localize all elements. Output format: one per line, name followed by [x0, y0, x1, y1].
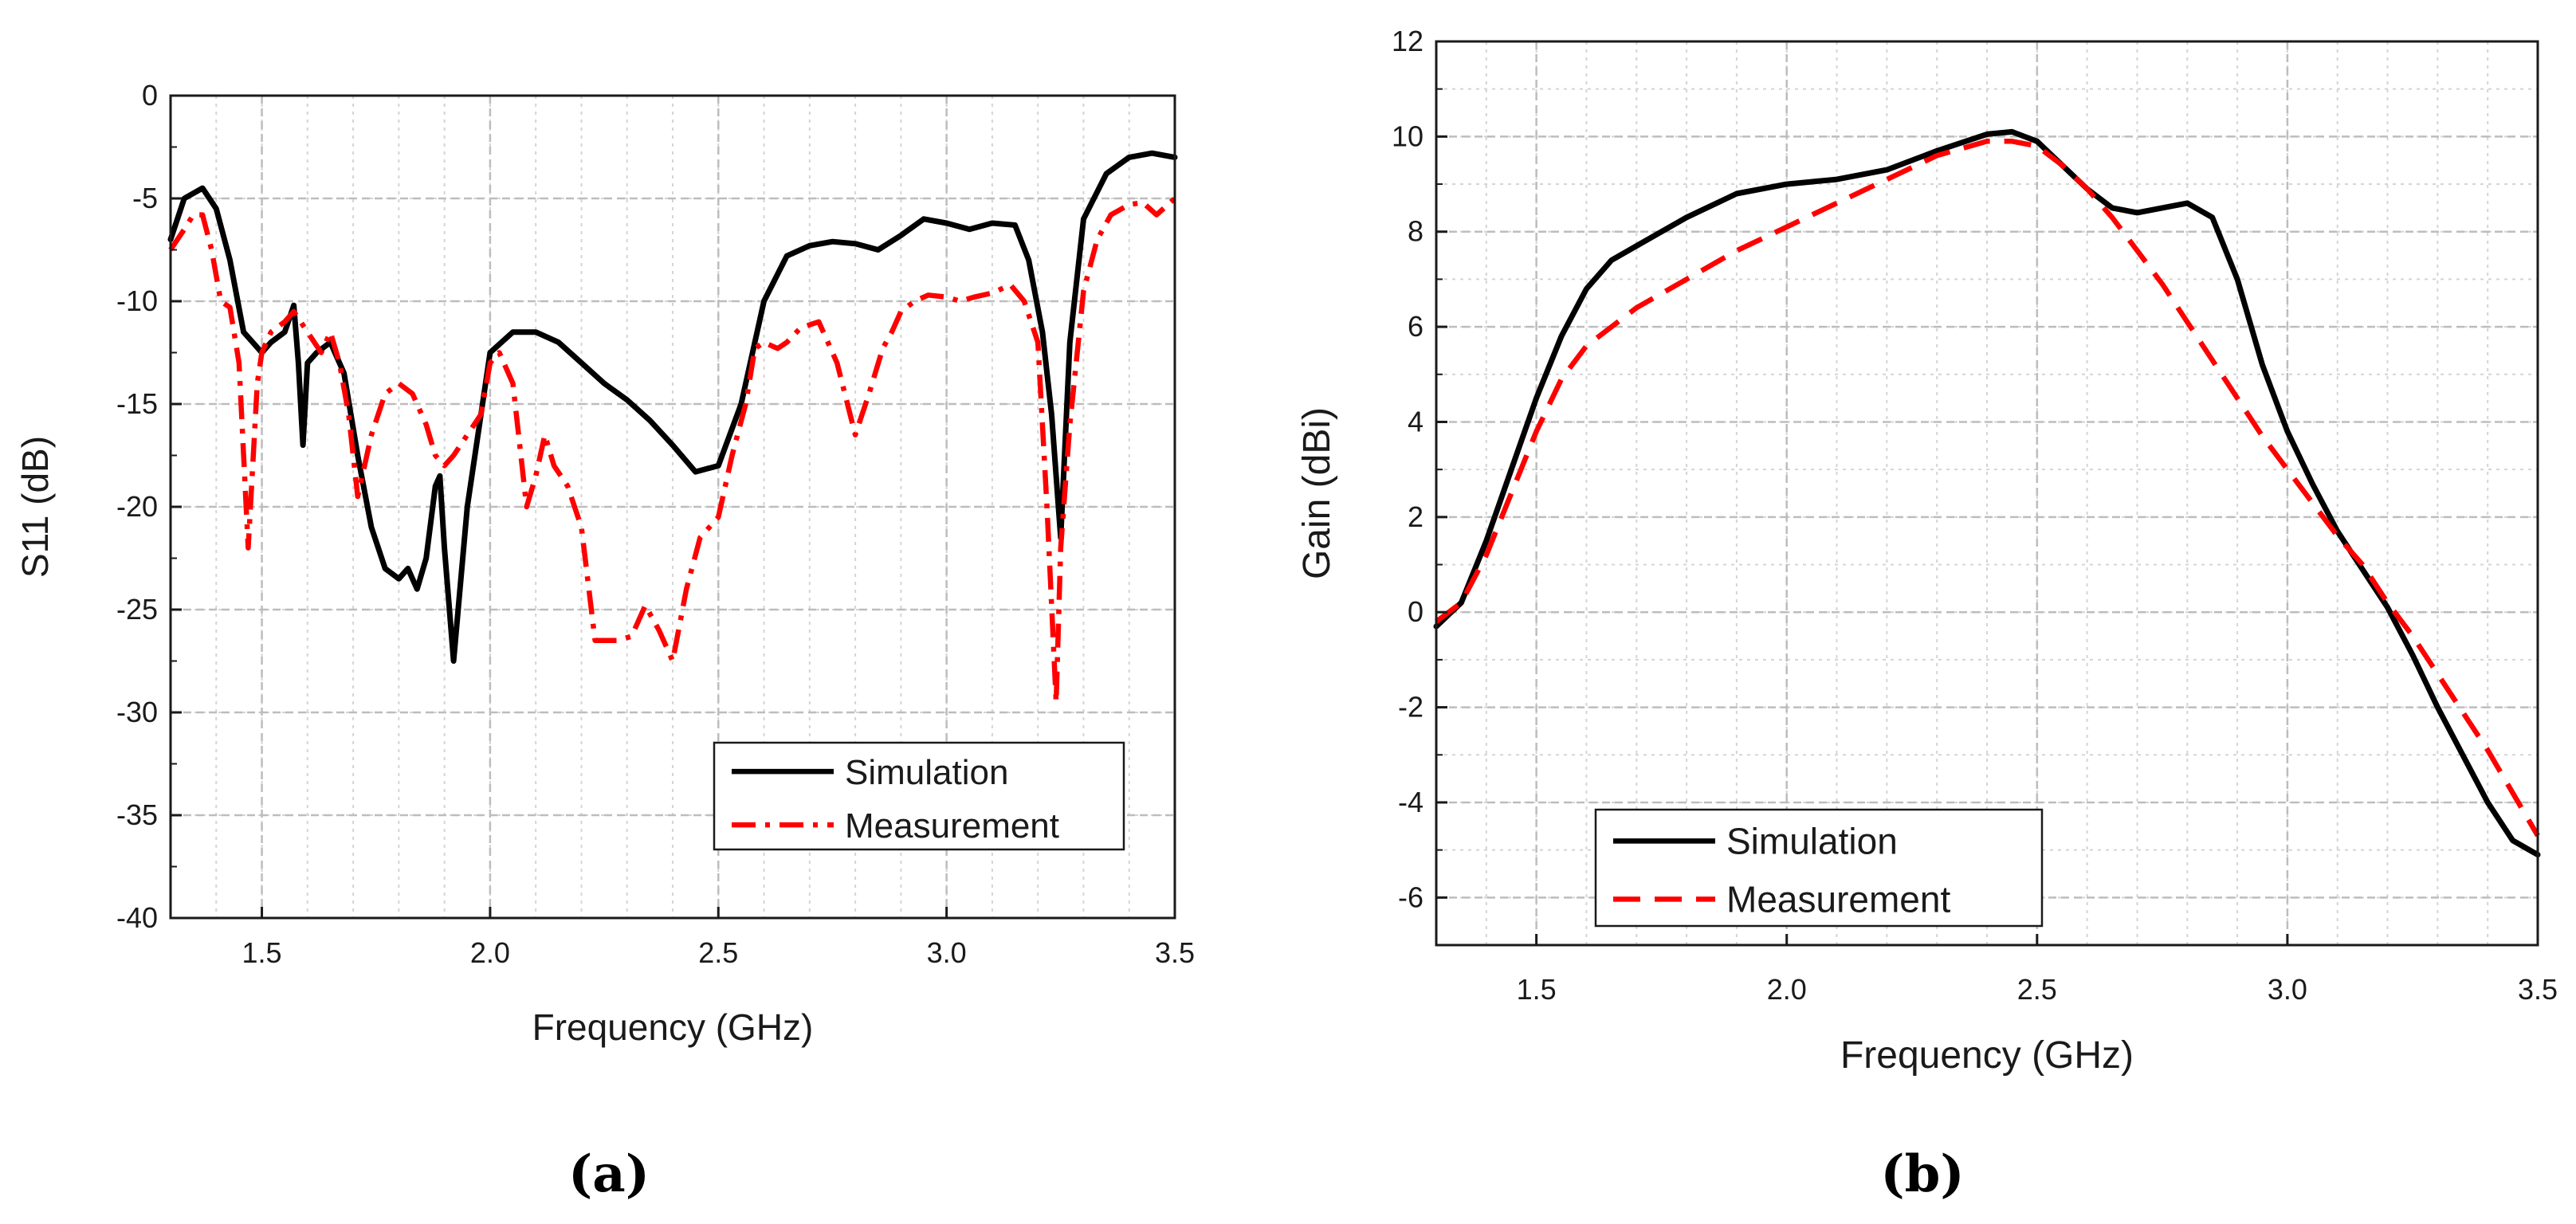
x-tick-label-b: 3.5 — [2518, 973, 2558, 1006]
y-tick-label-b: -2 — [1398, 691, 1423, 724]
x-tick-label-b: 1.5 — [1517, 973, 1557, 1006]
y-tick-label-b: 10 — [1392, 120, 1423, 152]
y-tick-label-a: -10 — [116, 284, 158, 317]
legend-label-simulation-a: Simulation — [845, 753, 1008, 792]
caption-a: (a) — [568, 1144, 650, 1204]
series-simulation-line-b — [1433, 128, 2541, 858]
plot-frame-b — [1435, 40, 2539, 947]
y-tick-label-a: -30 — [116, 696, 158, 728]
x-tick-label-a: 3.0 — [927, 936, 967, 969]
y-tick-label-b: 0 — [1408, 595, 1423, 628]
y-tick-label-b: -6 — [1398, 881, 1423, 913]
y-tick-label-a: -5 — [132, 182, 158, 214]
x-axis-label-a: Frequency (GHz) — [532, 1006, 814, 1048]
y-tick-label-b: 6 — [1408, 310, 1423, 343]
y-tick-label-a: 0 — [142, 79, 158, 112]
y-tick-label-b: -4 — [1398, 786, 1423, 818]
y-tick-label-b: 4 — [1408, 405, 1423, 437]
caption-b: (b) — [1880, 1144, 1964, 1204]
series-simulation-line-a — [167, 150, 1178, 664]
x-tick-label-a: 2.0 — [470, 936, 510, 969]
y-tick-label-a: -25 — [116, 593, 158, 626]
x-axis-label-b: Frequency (GHz) — [1840, 1034, 2134, 1077]
x-tick-label-b: 2.5 — [2017, 973, 2057, 1006]
chart-b-gain: 12 10 8 6 4 2 0 -2 -4 -6 1.5 2.0 2.5 3.0 3.5 Frequency … — [1296, 25, 2558, 1077]
y-axis-label-b: Gain (dBi) — [1296, 407, 1338, 579]
x-tick-label-a: 3.5 — [1155, 936, 1195, 969]
legend-b: Simulation Measurement — [1594, 808, 2044, 928]
x-tick-label-b: 2.0 — [1767, 973, 1807, 1006]
y-tick-label-a: -20 — [116, 490, 158, 523]
legend-label-measurement-a: Measurement — [845, 806, 1059, 845]
y-tick-label-b: 2 — [1408, 500, 1423, 533]
y-axis-label-a: S11 (dB) — [14, 436, 56, 578]
x-tick-label-a: 1.5 — [242, 936, 282, 969]
chart-a-s11: 0 -5 -10 -15 -20 -25 -30 -35 -40 1.5 2.0 2.5 3.0 3.5 F… — [14, 79, 1195, 1048]
y-tick-label-a: -15 — [116, 387, 158, 420]
x-tick-label-a: 2.5 — [698, 936, 738, 969]
x-tick-label-b: 3.0 — [2268, 973, 2307, 1006]
y-tick-label-a: -35 — [116, 798, 158, 831]
legend-label-simulation-b: Simulation — [1726, 820, 1898, 861]
legend-a: Simulation Measurement — [713, 741, 1125, 851]
y-tick-label-a: -40 — [116, 901, 158, 934]
legend-label-measurement-b: Measurement — [1726, 878, 1950, 920]
series-measurement-line-a — [168, 196, 1177, 705]
y-tick-label-b: 8 — [1408, 215, 1423, 248]
y-tick-label-b: 12 — [1392, 25, 1423, 57]
series-measurement-line-b — [1435, 139, 2540, 838]
